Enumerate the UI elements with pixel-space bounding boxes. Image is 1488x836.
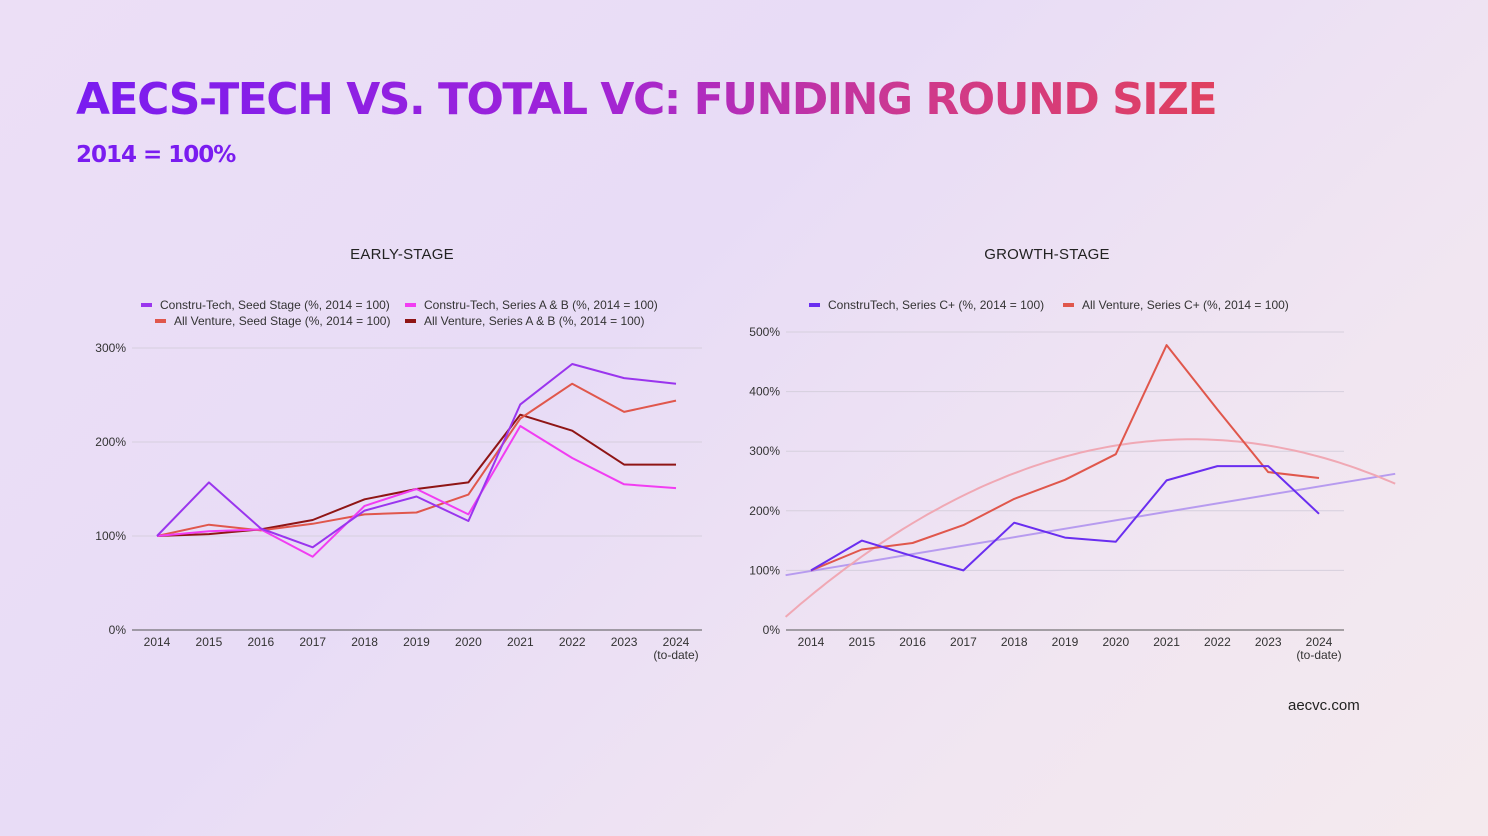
x-tick-label: 2018 — [1001, 635, 1028, 649]
y-tick-label: 0% — [763, 623, 781, 637]
x-tick-label: 2021 — [1153, 635, 1180, 649]
x-tick-label: 2023 — [611, 635, 638, 649]
x-tick-label: 2014 — [798, 635, 825, 649]
slide-subtitle: 2014 = 100% — [76, 142, 236, 168]
series-line-2 — [156, 382, 677, 537]
y-tick-label: 200% — [749, 504, 780, 518]
legend-label: Constru-Tech, Seed Stage (%, 2014 = 100) — [160, 298, 390, 312]
source-label: aecvc.com — [1288, 697, 1360, 714]
y-tick-label: 400% — [749, 385, 780, 399]
series-line-1 — [156, 425, 677, 558]
series-line-1 — [810, 344, 1320, 572]
series-line-0 — [810, 465, 1320, 572]
legend-label: Constru-Tech, Series A & B (%, 2014 = 10… — [424, 298, 658, 312]
x-tick-label: 2019 — [1052, 635, 1079, 649]
x-tick-label: 2023 — [1255, 635, 1282, 649]
legend-label: ConstruTech, Series C+ (%, 2014 = 100) — [828, 298, 1044, 312]
legend-swatch — [405, 319, 416, 323]
early-stage-chart-title: EARLY-STAGE — [350, 246, 454, 263]
y-tick-label: 300% — [749, 444, 780, 458]
series-line-3 — [156, 413, 676, 537]
x-tick-label: 2016 — [899, 635, 926, 649]
legend-label: All Venture, Series A & B (%, 2014 = 100… — [424, 314, 644, 328]
x-tick-label: 2019 — [403, 635, 430, 649]
early-stage-chart: 0% 100% 200% 300% 2014 2015 2016 2017 2018 2019 20… — [95, 298, 702, 662]
x-tick-label: 2020 — [455, 635, 482, 649]
x-tick-label: 2015 — [848, 635, 875, 649]
x-tick-label: 2016 — [247, 635, 274, 649]
legend-label: All Venture, Seed Stage (%, 2014 = 100) — [174, 314, 390, 328]
y-tick-label: 100% — [749, 563, 780, 577]
y-tick-label: 200% — [95, 435, 126, 449]
series-line-0 — [156, 363, 677, 549]
y-tick-label: 500% — [749, 325, 780, 339]
x-tick-label: 2018 — [351, 635, 378, 649]
x-tick-label: 2024 (to-date) — [653, 635, 698, 662]
growth-stage-chart: 0% 100% 200% 300% 400% 500% 2014 2015 2016 2017 20… — [749, 298, 1396, 662]
trendline-quadratic — [784, 438, 1396, 618]
trendline-linear — [785, 472, 1396, 577]
x-tick-label: 2017 — [299, 635, 326, 649]
y-tick-label: 0% — [109, 623, 127, 637]
x-tick-label: 2024 (to-date) — [1296, 635, 1341, 662]
x-tick-label: 2015 — [196, 635, 223, 649]
y-tick-label: 100% — [95, 529, 126, 543]
legend-swatch — [155, 319, 166, 323]
x-tick-label: 2014 — [144, 635, 171, 649]
y-tick-label: 300% — [95, 341, 126, 355]
slide-title: AECS-TECH VS. TOTAL VC: FUNDING ROUND SI… — [76, 74, 1218, 125]
legend-swatch — [405, 303, 416, 307]
x-tick-label: 2017 — [950, 635, 977, 649]
legend-swatch — [809, 303, 820, 307]
legend-swatch — [1063, 303, 1074, 307]
x-tick-label: 2020 — [1102, 635, 1129, 649]
legend-swatch — [141, 303, 152, 307]
growth-stage-chart-title: GROWTH-STAGE — [984, 246, 1110, 263]
x-tick-label: 2021 — [507, 635, 534, 649]
x-tick-label: 2022 — [1204, 635, 1231, 649]
x-tick-label: 2022 — [559, 635, 586, 649]
legend-label: All Venture, Series C+ (%, 2014 = 100) — [1082, 298, 1289, 312]
